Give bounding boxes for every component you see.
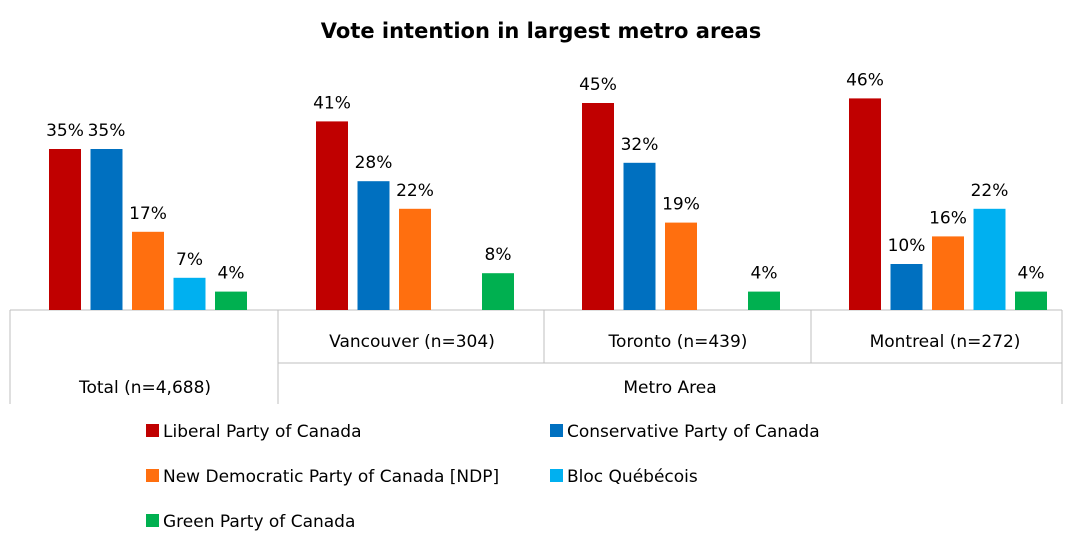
bar-0-3 xyxy=(173,277,206,310)
category-label-1: Vancouver (n=304) xyxy=(329,332,495,352)
data-label-2-0: 45% xyxy=(579,75,617,95)
bar-0-1 xyxy=(90,149,123,310)
data-label-2-4: 4% xyxy=(751,264,778,284)
category-label-0: Total (n=4,688) xyxy=(78,378,211,398)
data-label-3-3: 22% xyxy=(971,181,1009,201)
legend: Liberal Party of Canada Conservative Part… xyxy=(146,422,820,532)
bar-0-2 xyxy=(132,231,164,310)
category-axis: Total (n=4,688) Vancouver (n=304) Toronto … xyxy=(9,309,1063,404)
bar-3-0 xyxy=(849,98,881,311)
legend-label-0: Liberal Party of Canada xyxy=(163,422,361,442)
legend-swatch-4 xyxy=(146,514,159,527)
bar-3-1 xyxy=(890,264,923,310)
bar-1-1 xyxy=(357,181,390,310)
data-label-0-1: 35% xyxy=(88,121,126,141)
legend-label-2: New Democratic Party of Canada [NDP] xyxy=(163,467,499,487)
chart-title: Vote intention in largest metro areas xyxy=(321,19,761,43)
legend-label-4: Green Party of Canada xyxy=(163,512,355,532)
bar-3-4 xyxy=(1015,291,1047,310)
legend-swatch-3 xyxy=(550,469,563,482)
data-label-3-0: 46% xyxy=(846,70,884,90)
data-label-1-4: 8% xyxy=(485,245,512,265)
data-label-2-2: 19% xyxy=(662,195,700,215)
bar-1-0 xyxy=(316,121,348,311)
bar-3-3 xyxy=(973,208,1006,310)
data-label-0-3: 7% xyxy=(176,250,203,270)
bar-1-4 xyxy=(482,273,514,310)
data-label-0-4: 4% xyxy=(218,264,245,284)
bar-2-0 xyxy=(582,103,614,310)
data-labels: 35% 35%17%7%4%41%28%22%8%45%32%19%4%46%10… xyxy=(46,70,1044,283)
data-label-3-1: 10% xyxy=(888,236,926,256)
legend-swatch-0 xyxy=(146,424,159,437)
bar-2-1 xyxy=(623,162,656,310)
category-label-2: Toronto (n=439) xyxy=(608,332,748,352)
data-label-1-1: 28% xyxy=(355,153,393,173)
bar-1-2 xyxy=(399,208,431,310)
bar-0-0 xyxy=(49,149,81,310)
data-label-1-0: 41% xyxy=(313,93,351,113)
bar-3-2 xyxy=(932,236,964,310)
legend-swatch-1 xyxy=(550,424,563,437)
category-label-3: Montreal (n=272) xyxy=(870,332,1021,352)
legend-swatch-2 xyxy=(146,469,159,482)
group-header-label: Metro Area xyxy=(623,378,716,398)
data-label-2-1: 32% xyxy=(621,135,659,155)
bar-2-2 xyxy=(665,222,697,310)
data-label-3-4: 4% xyxy=(1018,264,1045,284)
bar-0-4 xyxy=(215,291,247,310)
legend-label-3: Bloc Québécois xyxy=(567,467,698,487)
data-label-3-2: 16% xyxy=(929,208,967,228)
data-label-0-2: 17% xyxy=(129,204,167,224)
data-label-0-0: 35% xyxy=(46,121,84,141)
bar-marks xyxy=(49,98,1047,311)
bar-2-4 xyxy=(748,291,780,310)
legend-label-1: Conservative Party of Canada xyxy=(567,422,820,442)
data-label-1-2: 22% xyxy=(396,181,434,201)
